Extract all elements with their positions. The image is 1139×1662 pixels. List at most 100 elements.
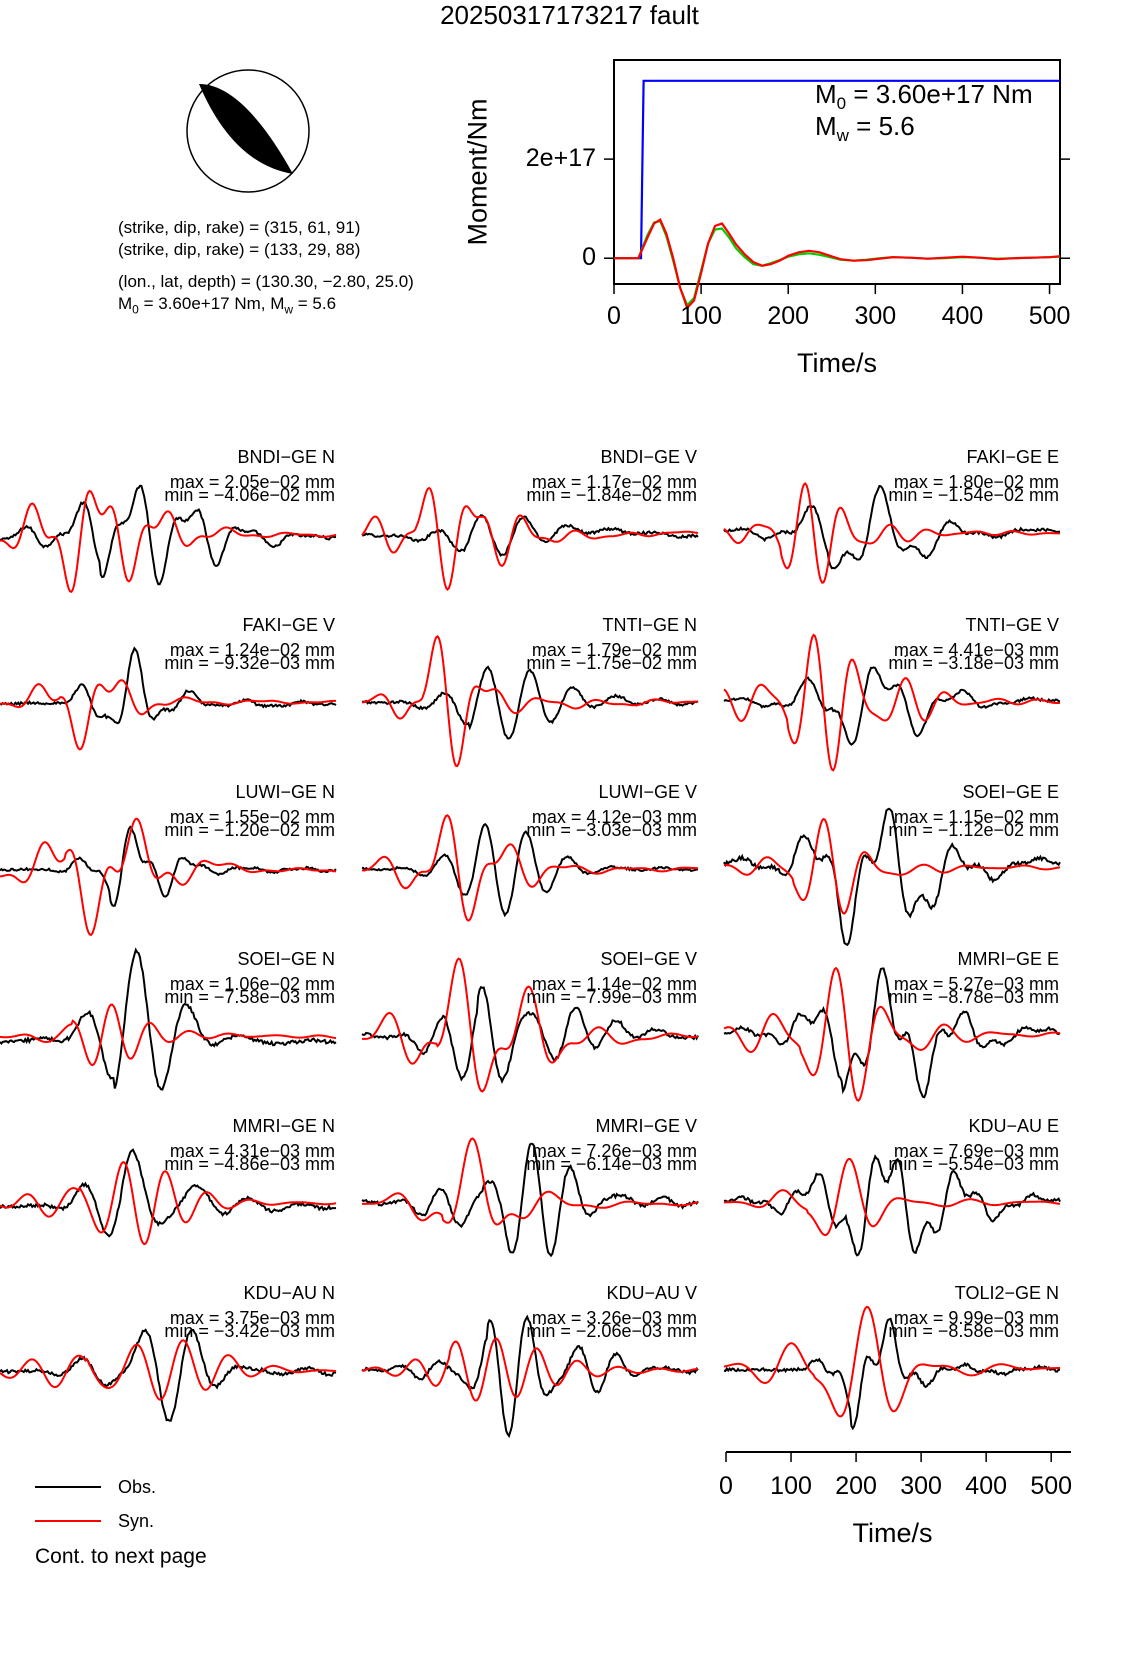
station-max: max = 1.17e−02 mm	[531, 472, 697, 492]
nodal-plane-1: (strike, dip, rake) = (315, 61, 91)	[118, 218, 361, 237]
syn-trace	[723, 1305, 1061, 1418]
station-name: FAKI−GE V	[242, 615, 335, 635]
station-name: KDU−AU N	[243, 1283, 335, 1303]
obs-trace	[723, 967, 1061, 1099]
station-panel	[361, 1137, 699, 1258]
legend-syn-line	[35, 1520, 101, 1522]
station-min: min = −1.12e−02 mm	[888, 820, 1059, 840]
syn-trace	[0, 679, 336, 751]
obs-trace	[0, 646, 337, 725]
station-name: MMRI−GE N	[232, 1116, 335, 1136]
station-min: min = −2.06e−03 mm	[526, 1321, 697, 1341]
moment-x-tick-label: 200	[767, 302, 810, 330]
station-name: TNTI−GE V	[965, 615, 1059, 635]
station-panel	[0, 1328, 337, 1422]
obs-trace	[723, 666, 1061, 746]
station-min: min = −1.54e−02 mm	[888, 485, 1059, 505]
obs-trace	[362, 665, 699, 740]
station-panel	[0, 646, 337, 751]
station-min: min = −1.84e−02 mm	[526, 485, 697, 505]
obs-trace	[723, 1154, 1061, 1257]
station-min: min = −3.03e−03 mm	[526, 820, 697, 840]
station-max: max = 4.12e−03 mm	[531, 807, 697, 827]
syn-trace	[0, 1339, 337, 1401]
station-max: max = 1.55e−02 mm	[169, 807, 335, 827]
moment-x-tick-label: 100	[680, 302, 722, 330]
station-name: KDU−AU E	[968, 1116, 1059, 1136]
syn-trace	[723, 482, 1060, 584]
station-max: max = 7.69e−03 mm	[893, 1141, 1059, 1161]
station-max: max = 4.41e−03 mm	[893, 640, 1059, 660]
station-max: max = 1.80e−02 mm	[893, 472, 1059, 492]
syn-trace	[0, 489, 337, 594]
station-panel	[361, 1314, 699, 1439]
station-min: min = −7.99e−03 mm	[526, 987, 697, 1007]
station-max: max = 3.75e−03 mm	[169, 1308, 335, 1328]
station-name: SOEI−GE E	[962, 782, 1059, 802]
station-min: min = −3.42e−03 mm	[164, 1321, 335, 1341]
moment-y-tick-label: 2e+17	[525, 144, 596, 173]
time-axis-title: Time/s	[852, 1518, 933, 1548]
station-min: min = −1.75e−02 mm	[526, 653, 697, 673]
station-min: min = −5.54e−03 mm	[888, 1154, 1059, 1174]
station-name: LUWI−GE N	[235, 782, 335, 802]
station-name: BNDI−GE V	[600, 447, 697, 467]
syn-trace	[723, 633, 1061, 772]
station-panel	[361, 957, 699, 1093]
syn-trace	[362, 1137, 699, 1226]
station-panel	[723, 633, 1061, 772]
station-panel	[723, 966, 1061, 1102]
station-max: max = 1.06e−02 mm	[169, 974, 335, 994]
moment-plot-frame	[613, 59, 1061, 285]
station-min: min = −4.86e−03 mm	[164, 1154, 335, 1174]
syn-trace	[0, 1003, 337, 1067]
station-panel	[361, 486, 699, 591]
station-panel	[723, 807, 1061, 947]
station-panel	[0, 817, 337, 937]
beachball-icon	[186, 69, 310, 193]
station-panel	[0, 947, 337, 1091]
syn-trace	[0, 817, 337, 937]
obs-trace	[361, 514, 699, 557]
station-min: min = −4.06e−02 mm	[164, 485, 335, 505]
legend-syn-label: Syn.	[118, 1511, 155, 1531]
obs-trace	[361, 985, 699, 1085]
station-min: min = −3.18e−03 mm	[888, 653, 1059, 673]
time-axis-tick-label: 200	[835, 1472, 877, 1500]
station-name: SOEI−GE V	[600, 949, 697, 969]
moment-x-tick-label: 0	[607, 302, 621, 330]
station-panel	[723, 1154, 1061, 1257]
syn-trace	[723, 817, 1061, 915]
page-title: 20250317173217 fault	[440, 0, 699, 30]
station-max: max = 2.05e−02 mm	[169, 472, 335, 492]
station-panel	[361, 814, 699, 922]
station-min: min = −1.20e−02 mm	[164, 820, 335, 840]
station-name: FAKI−GE E	[966, 447, 1059, 467]
moment-x-tick-label: 500	[1028, 302, 1071, 330]
nodal-plane-2: (strike, dip, rake) = (133, 29, 88)	[118, 240, 361, 259]
moment-annotation-m0: M0 = 3.60e+17 Nm	[815, 79, 1033, 114]
moment-y-tick-label: 0	[582, 243, 596, 272]
station-max: max = 3.26e−03 mm	[531, 1308, 697, 1328]
hypocenter-location: (lon., lat, depth) = (130.30, −2.80, 25.…	[118, 272, 414, 291]
moment-x-tick-label: 400	[941, 302, 984, 330]
syn-trace	[724, 1158, 1061, 1237]
station-name: MMRI−GE E	[957, 949, 1059, 969]
continue-note: Cont. to next page	[35, 1545, 207, 1568]
moment-function-chart	[604, 59, 1070, 310]
station-max: max = 1.14e−02 mm	[531, 974, 697, 994]
time-axis-tick-label: 100	[770, 1472, 812, 1500]
station-max: max = 1.24e−02 mm	[169, 640, 335, 660]
station-min: min = −9.32e−03 mm	[164, 653, 335, 673]
compressional-quadrant	[199, 84, 293, 174]
station-name: MMRI−GE V	[595, 1116, 697, 1136]
syn-trace	[361, 486, 699, 591]
station-max: max = 9.99e−03 mm	[893, 1308, 1059, 1328]
obs-trace	[361, 1142, 699, 1258]
station-name: TNTI−GE N	[602, 615, 697, 635]
station-panel	[361, 635, 699, 768]
station-min: min = −6.14e−03 mm	[526, 1154, 697, 1174]
syn-trace	[0, 1160, 337, 1246]
time-axis-tick-label: 400	[965, 1472, 1008, 1500]
station-max: max = 1.79e−02 mm	[531, 640, 697, 660]
